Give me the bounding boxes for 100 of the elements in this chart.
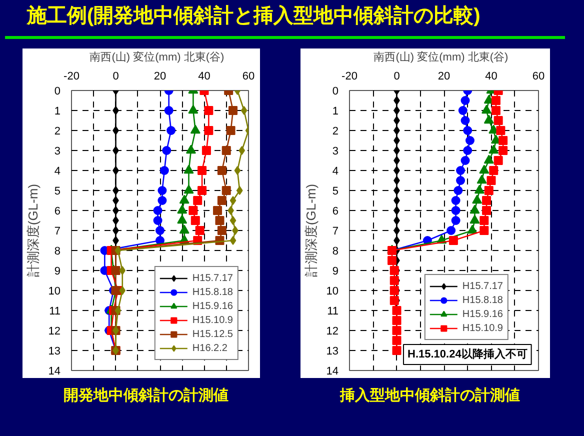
point [112,166,119,175]
point [480,216,489,225]
point [217,166,226,175]
point [166,126,176,135]
point [114,306,122,315]
point [394,176,400,185]
y-tick-label: 13 [48,346,61,358]
point [456,166,466,175]
point [112,226,119,235]
point [392,336,402,345]
point [112,126,119,135]
point [498,146,508,155]
point [394,196,400,205]
point [217,226,226,235]
point [451,216,460,225]
point [486,176,496,185]
legend-label: H15.7.17 [462,280,503,293]
point [153,216,162,225]
point [394,206,400,215]
point [494,116,503,125]
point [489,166,498,175]
point [240,106,248,115]
y-tick-label: 9 [332,266,339,278]
point [112,216,119,225]
y-tick-label: 5 [332,186,339,198]
point [484,154,494,164]
point [482,104,492,114]
point [228,106,238,115]
y-tick-label: 7 [332,226,339,238]
point [394,186,400,195]
legend-label: H15.10.9 [192,314,233,327]
point [448,236,458,245]
legend-label: H15.8.18 [192,286,233,299]
point [451,196,460,205]
point [190,216,200,225]
point [112,146,119,155]
point [394,146,400,155]
point [479,164,490,174]
point [467,224,478,234]
legend-label: H16.2.2 [192,342,228,355]
y-tick-label: 3 [54,146,61,158]
point [184,164,194,174]
point [160,166,169,175]
point [222,186,231,195]
point [184,184,194,194]
point [204,126,214,135]
x-tick-label: -20 [342,70,358,82]
y-tick-label: 7 [54,226,61,238]
point [394,96,400,105]
y-tick-label: 14 [48,366,61,378]
y-tick-label: 3 [332,146,339,158]
point [112,196,119,205]
point [456,176,466,185]
y-axis-title: 計測深度(GL-m) [25,184,40,278]
point [119,286,126,295]
point [394,226,400,235]
point [158,196,167,205]
y-tick-label: 2 [332,126,339,138]
point [482,206,492,215]
point [392,326,402,335]
point [188,104,198,114]
point [463,126,472,135]
point [198,186,207,195]
point [230,216,236,225]
point [112,186,119,195]
point [238,146,246,155]
point [472,194,482,204]
point [451,206,460,215]
point [488,144,499,154]
point [193,196,202,205]
y-tick-label: 10 [48,286,61,298]
point [188,206,198,215]
point [394,156,400,165]
point [460,116,470,125]
legend-label: H15.8.18 [462,294,503,307]
x-tick-label: 20 [154,70,166,82]
x-axis-title: 南西(山) 変位(mm) 北東(谷) [90,50,224,64]
point [230,196,236,205]
point [394,116,400,125]
point [204,106,214,115]
point [446,226,456,235]
y-tick-label: 9 [54,266,61,278]
point [390,286,399,295]
x-tick-label: 20 [438,70,450,82]
y-tick-label: 5 [54,186,61,198]
point [394,236,400,245]
point [454,186,463,195]
y-tick-label: 8 [332,246,339,258]
y-tick-label: 6 [54,206,61,218]
x-tick-label: 40 [198,70,210,82]
text: 挿入型地中傾斜計の計測値 [340,386,520,406]
y-tick-label: 12 [326,326,339,338]
point [222,146,231,155]
point [179,194,190,204]
y-tick-label: 13 [326,346,339,358]
point [119,266,126,275]
point [465,136,474,145]
point [460,156,470,165]
point [195,226,204,235]
point [158,186,167,195]
